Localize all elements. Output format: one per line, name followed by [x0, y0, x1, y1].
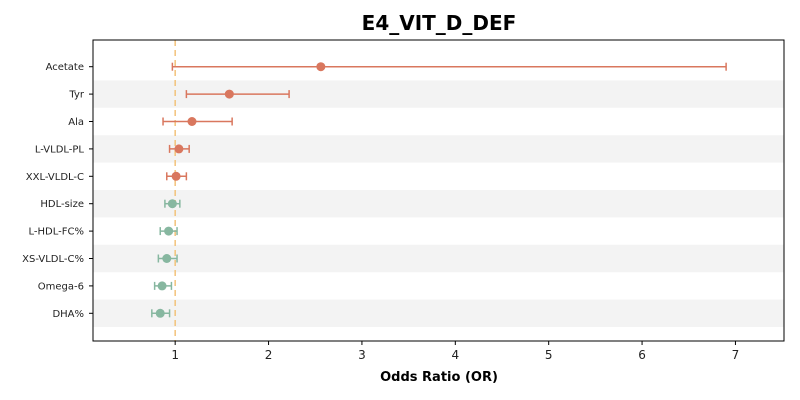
point-marker: [171, 171, 181, 181]
y-axis: Acetate Tyr Ala L-VLDL-PL XXL-VLDL-C HDL-size…: [22, 62, 93, 320]
row-band: [93, 244, 784, 273]
x-tick-label: 4: [451, 348, 459, 362]
y-tick-label: XS-VLDL-C%: [22, 254, 84, 265]
chart-title: E4_VIT_D_DEF: [362, 11, 517, 35]
point-marker: [174, 144, 184, 154]
y-tick-label: XXL-VLDL-C: [26, 172, 84, 183]
x-tick-label: 1: [171, 348, 179, 362]
point-marker: [224, 89, 234, 99]
point-marker: [157, 281, 167, 291]
y-tick-label: L-HDL-FC%: [29, 227, 84, 238]
y-tick-label: Acetate: [46, 62, 84, 73]
row-band: [93, 299, 784, 327]
row-bands: [93, 80, 784, 327]
y-tick-label: HDL-size: [40, 199, 84, 210]
x-tick-label: 7: [732, 348, 740, 362]
x-axis-label: Odds Ratio (OR): [380, 370, 498, 385]
x-axis: 1 2 3 4 5 6 7: [171, 341, 739, 362]
point-marker: [155, 308, 165, 318]
x-tick-label: 3: [358, 348, 366, 362]
odds-ratio-points: [155, 62, 326, 318]
point-marker: [162, 254, 172, 263]
x-tick-label: 2: [265, 348, 273, 362]
x-tick-label: 6: [638, 348, 646, 362]
point-marker: [187, 117, 197, 126]
y-tick-label: DHA%: [52, 309, 84, 320]
row-band: [93, 190, 784, 218]
point-marker: [316, 62, 326, 72]
y-tick-label: Ala: [68, 117, 84, 128]
y-tick-label: Omega-6: [38, 281, 84, 292]
row-band: [93, 135, 784, 163]
x-tick-label: 5: [545, 348, 553, 362]
y-tick-label: L-VLDL-PL: [35, 144, 85, 155]
point-marker: [167, 199, 177, 209]
y-tick-label: Tyr: [68, 90, 84, 101]
plot-frame: [92, 39, 785, 342]
point-marker: [164, 226, 174, 236]
